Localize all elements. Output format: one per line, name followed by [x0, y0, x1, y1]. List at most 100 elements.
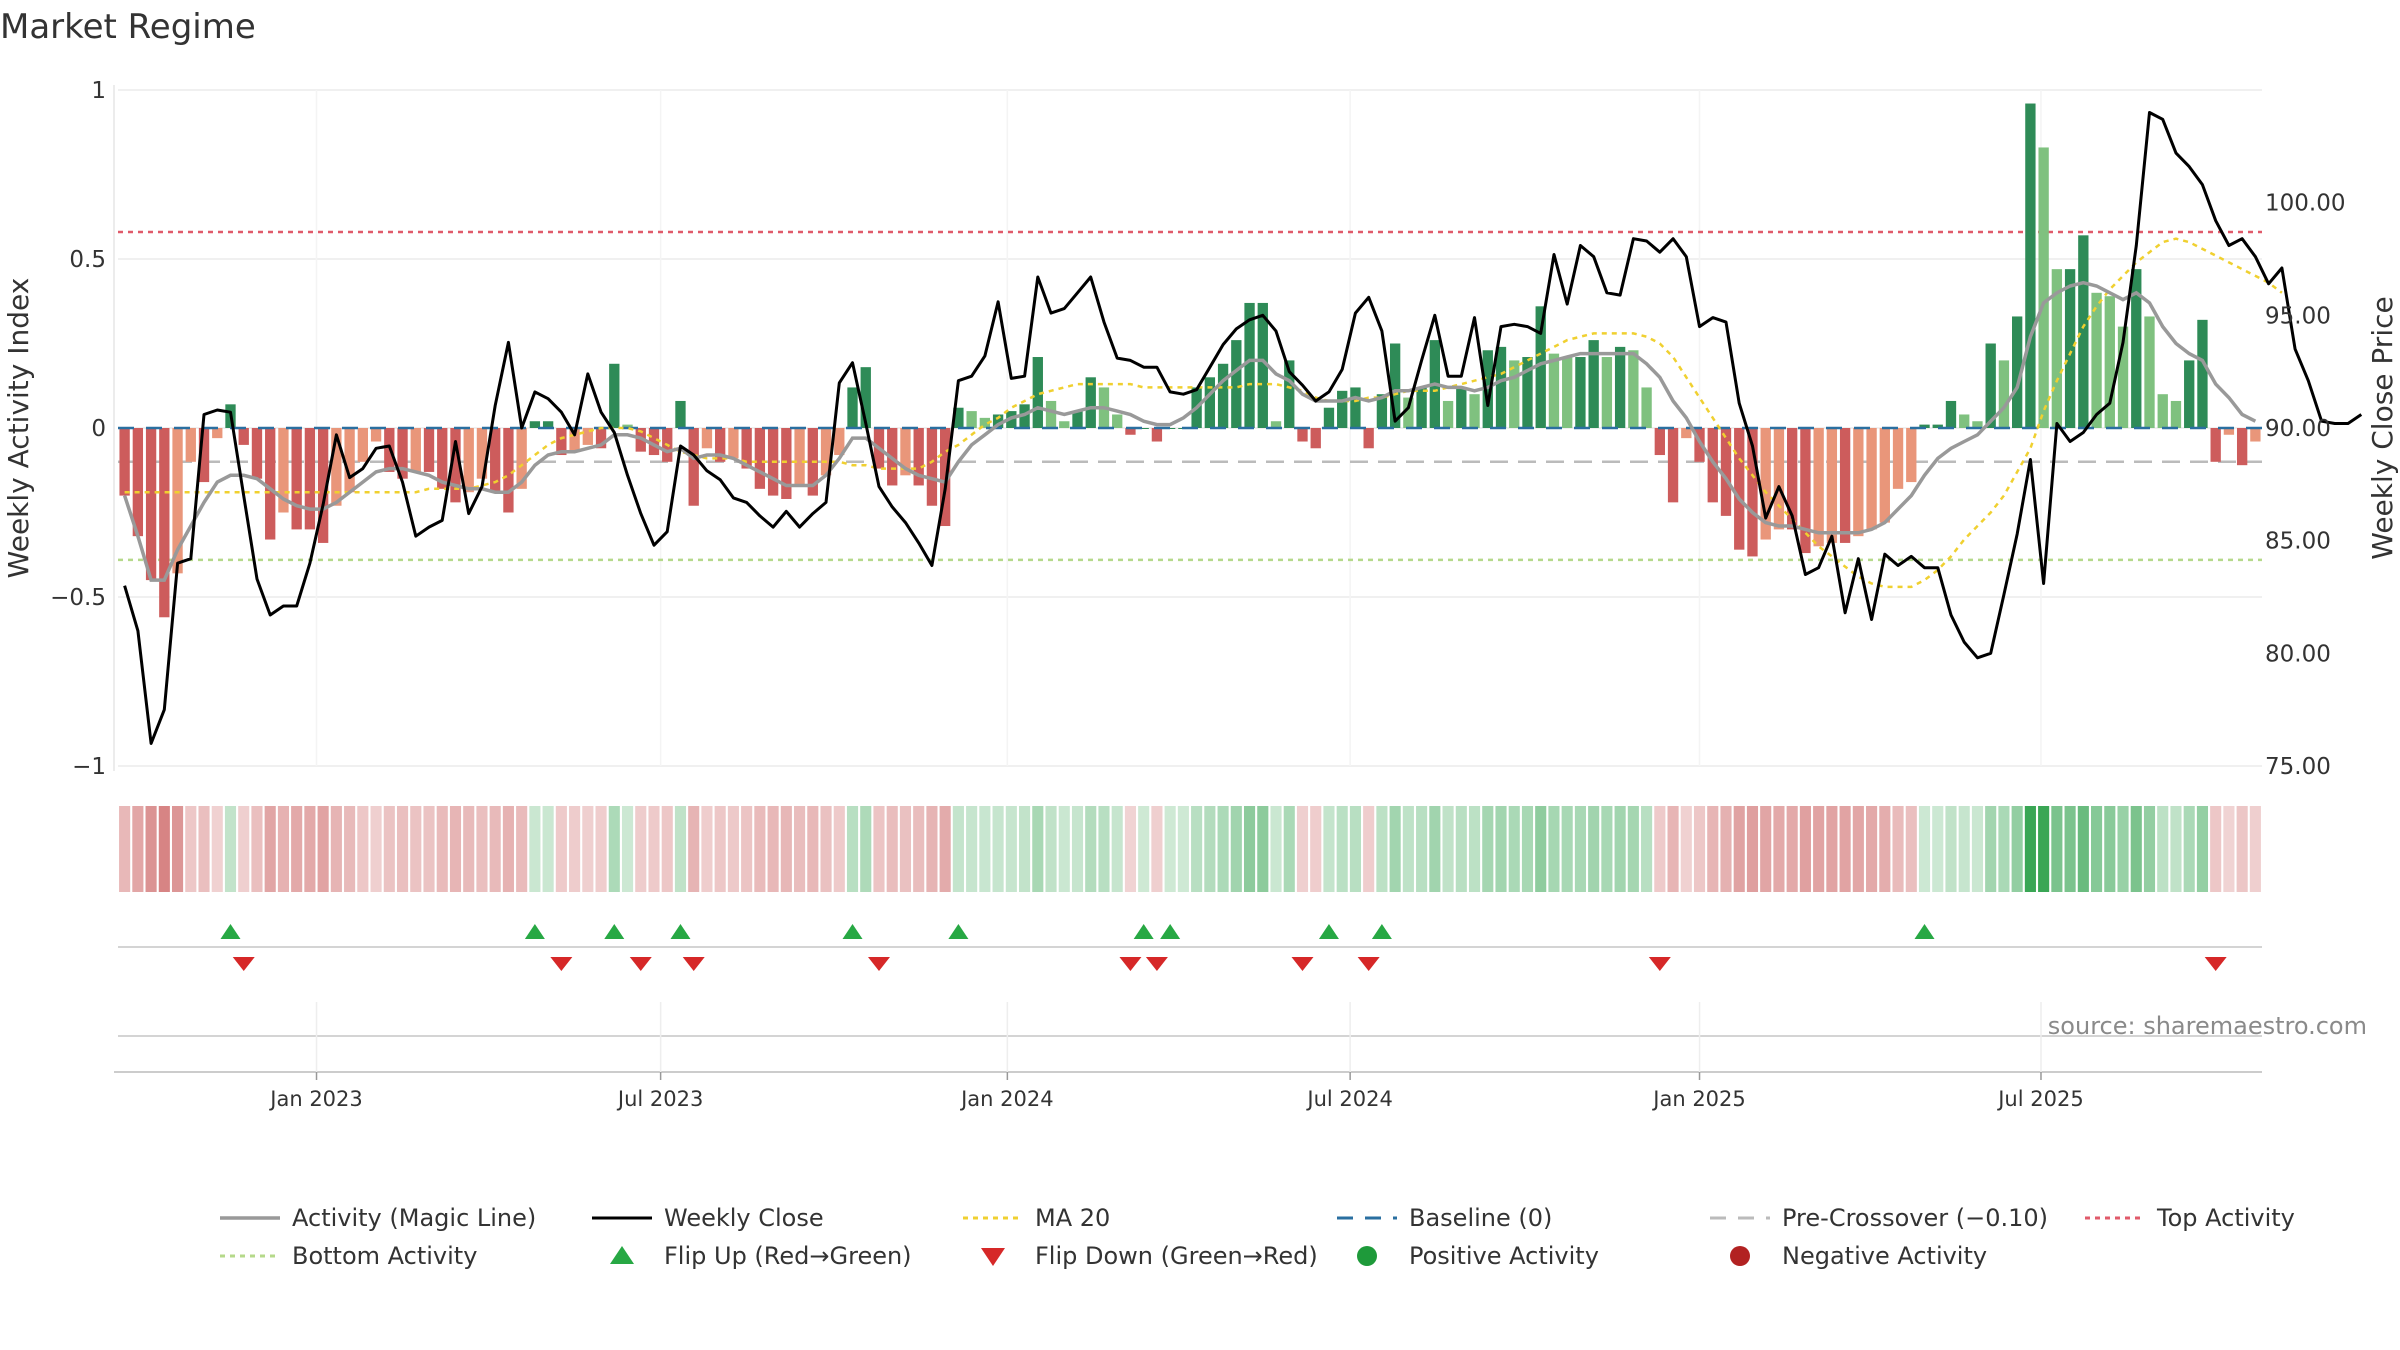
activity-bar [1548, 353, 1560, 428]
flip-down-marker [629, 957, 652, 971]
activity-bar [701, 428, 713, 449]
regime-strip-cell [436, 806, 448, 892]
activity-bar [582, 428, 593, 445]
regime-strip-cell [171, 806, 184, 892]
regime-strip-cell [780, 806, 792, 892]
activity-bar [1707, 428, 1718, 503]
regime-strip-cell [1998, 806, 2010, 892]
activity-bar [437, 428, 448, 489]
regime-strip-cell [1760, 806, 1772, 892]
flip-down-marker [1357, 957, 1380, 971]
activity-bar [1694, 428, 1705, 462]
flip-down-marker [1648, 957, 1671, 971]
activity-bar [1310, 428, 1321, 449]
flip-down-marker [550, 957, 573, 971]
regime-strip-cell [1204, 806, 1216, 892]
regime-strip-cell [1905, 806, 1917, 892]
regime-strip-cell [2117, 806, 2129, 892]
regime-strip-cell [1283, 806, 1295, 892]
activity-bars [119, 103, 2261, 618]
legend: Activity (Magic Line) Weekly Close MA 20 Ba… [220, 1204, 2295, 1270]
activity-bar [1257, 302, 1268, 428]
regime-strip-cell [502, 806, 514, 892]
regime-strip-cell [1627, 806, 1639, 892]
regime-strip-cell [1468, 806, 1481, 892]
regime-strip-cell [1310, 806, 1322, 892]
regime-strip-cell [396, 806, 409, 892]
regime-strip-cell [158, 806, 170, 892]
regime-strip-cell [2183, 806, 2195, 892]
regime-strip-cell [2064, 806, 2076, 892]
regime-strip-cell [463, 806, 475, 892]
left-y-axis-label: Weekly Activity Index [2, 278, 35, 579]
regime-strip-cell [1879, 806, 1891, 892]
activity-bar [1522, 357, 1533, 428]
legend-label: Flip Down (Green→Red) [1035, 1242, 1318, 1270]
activity-bar [1866, 428, 1877, 530]
left-tick-label: −0.5 [50, 585, 106, 611]
activity-bar [542, 421, 554, 428]
legend-swatch [1730, 1246, 1750, 1266]
regime-strip-cell [317, 806, 329, 892]
regime-strip [119, 806, 2261, 892]
flip-down-marker [682, 957, 705, 971]
regime-strip-cell [2170, 806, 2182, 892]
activity-bar [847, 387, 858, 428]
regime-strip-cell [569, 806, 581, 892]
regime-strip-cell [674, 806, 687, 892]
activity-bar [423, 428, 435, 472]
regime-strip-cell [2130, 806, 2142, 892]
activity-bar [344, 428, 355, 493]
activity-bar [119, 428, 130, 496]
regime-strip-cell [198, 806, 210, 892]
activity-bar [238, 428, 249, 445]
regime-strip-cell [476, 806, 488, 892]
regime-strip-cell [1085, 806, 1097, 892]
activity-bar [490, 428, 501, 493]
regime-strip-cell [1349, 806, 1361, 892]
activity-bar [595, 428, 607, 449]
regime-strip-cell [701, 806, 713, 892]
flip-up-marker [1914, 924, 1935, 939]
activity-bar [1363, 428, 1374, 449]
regime-strip-cell [224, 806, 237, 892]
regime-strip-cell [1535, 806, 1547, 892]
series-lines [118, 111, 2363, 745]
regime-strip-cell [913, 806, 925, 892]
regime-strip-cell [2236, 806, 2248, 892]
activity-bar [1601, 357, 1613, 428]
activity-bar [966, 411, 977, 428]
regime-strip-cell [1707, 806, 1719, 892]
activity-bar [1045, 400, 1057, 428]
regime-strip-cell [767, 806, 779, 892]
activity-bar [569, 428, 580, 452]
activity-bar [503, 428, 514, 513]
regime-strip-cell [1614, 806, 1626, 892]
activity-bar [1998, 360, 2010, 428]
flip-up-marker [220, 924, 241, 939]
activity-bar [317, 428, 329, 543]
right-tick-label: 95.00 [2265, 303, 2331, 329]
regime-strip-cell [410, 806, 422, 892]
activity-bar [754, 428, 766, 489]
regime-strip-cell [1852, 806, 1864, 892]
regime-strip-cell [1442, 806, 1454, 892]
activity-bar [1495, 346, 1507, 428]
activity-bar [2091, 292, 2102, 428]
regime-strip-cell [807, 806, 819, 892]
regime-strip-cell [1243, 806, 1256, 892]
regime-strip-cell [1217, 806, 1229, 892]
activity-bar [1813, 428, 1824, 547]
activity-bar [913, 428, 924, 486]
activity-bar [2078, 235, 2089, 428]
legend-swatch [981, 1248, 1005, 1266]
activity-bar [212, 428, 223, 439]
activity-bar [2184, 360, 2195, 428]
activity-bar [1509, 360, 1520, 428]
regime-strip-cell [992, 806, 1004, 892]
regime-strip-cell [595, 806, 607, 892]
activity-bar [278, 428, 289, 513]
ma20-line [124, 237, 2283, 589]
